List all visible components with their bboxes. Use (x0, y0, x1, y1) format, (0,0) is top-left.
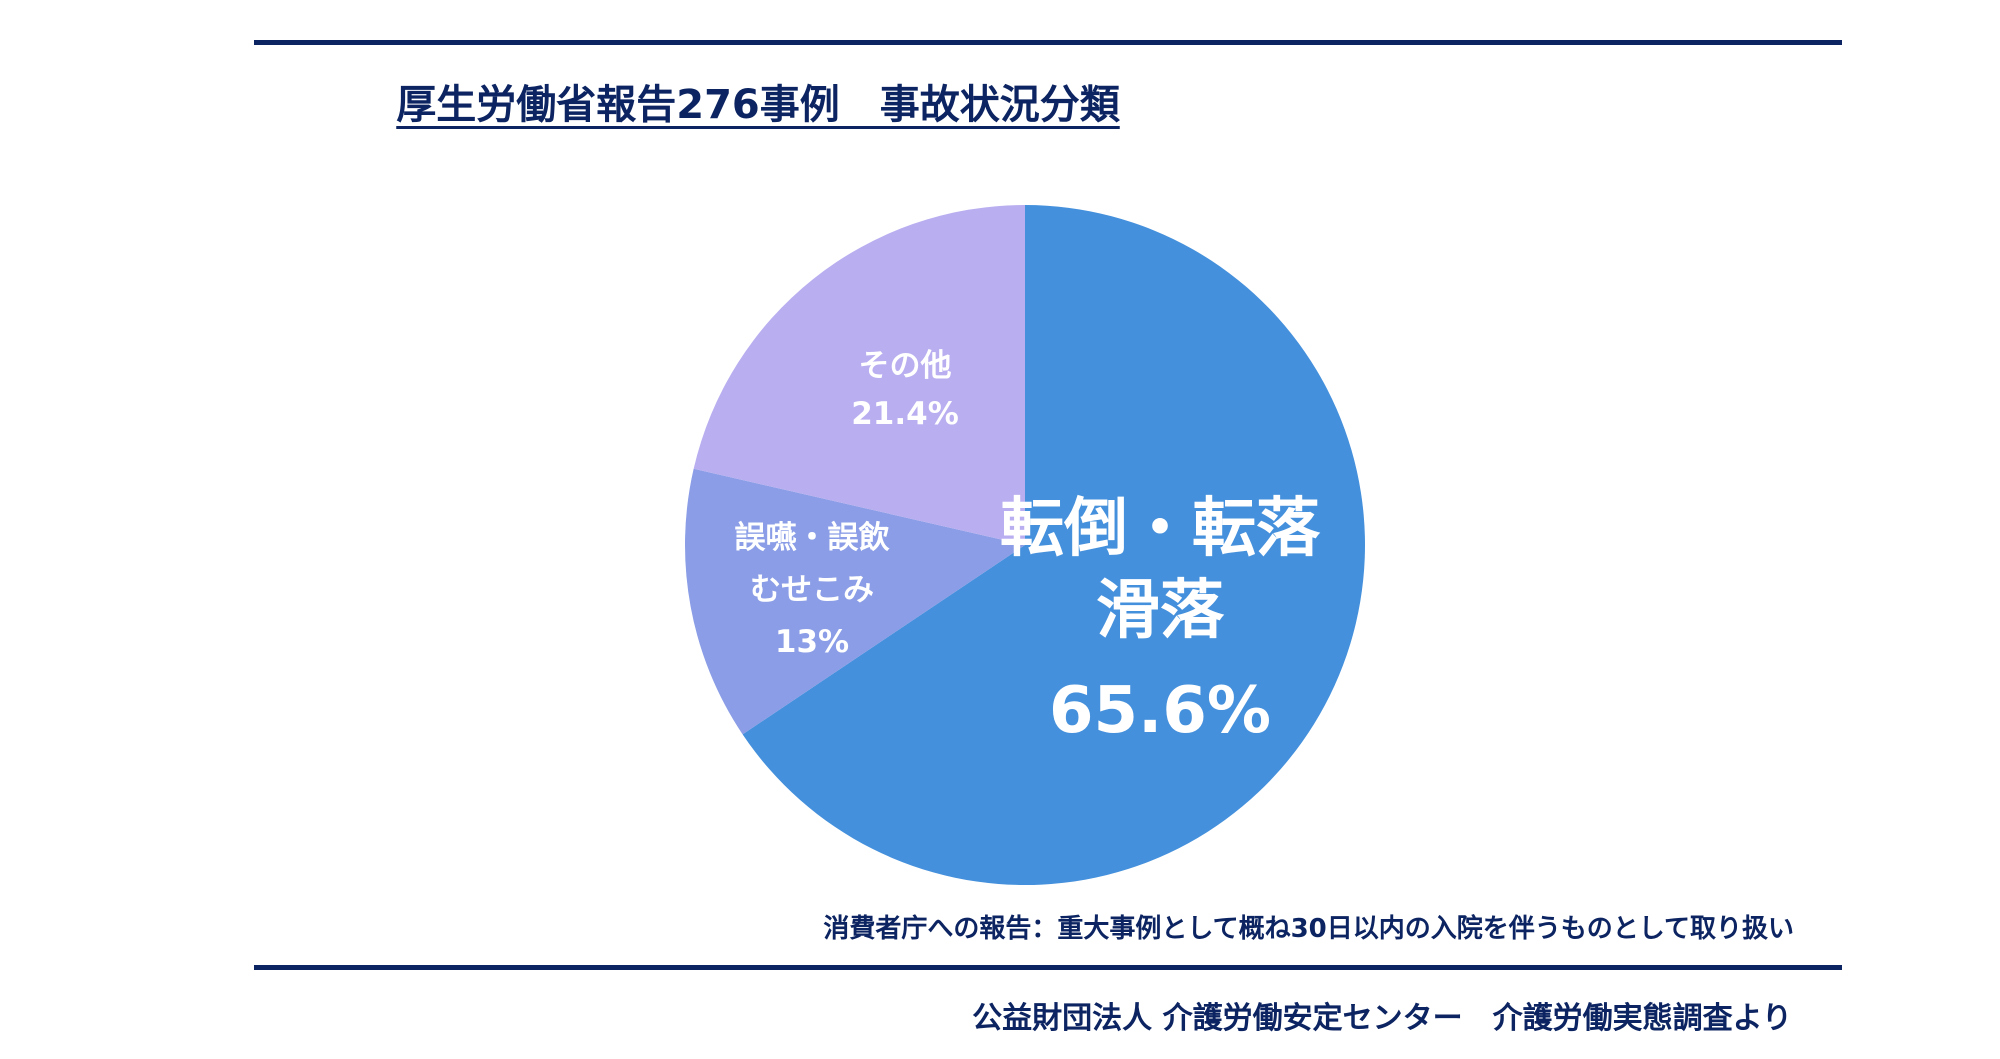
source-credit: 公益財団法人 介護労働安定センター 介護労働実態調査より (972, 1001, 1792, 1036)
slice-label-fall: 転倒・転落 滑落 65.6% (1000, 488, 1320, 752)
bottom-rule (254, 965, 1842, 970)
slice-label-swallow-line2: むせこみ (750, 572, 874, 608)
slice-label-other-line1: その他 (858, 348, 952, 384)
slice-label-fall-line1: 転倒・転落 (1000, 492, 1320, 566)
slice-value-fall: 65.6% (1048, 674, 1272, 748)
footnote: 消費者庁への報告：重大事例として概ね30日以内の入院を伴うものとして取り扱い (823, 914, 1794, 944)
pie-slice-swallow (685, 468, 1025, 735)
slice-label-swallow: 誤嚥・誤飲 むせこみ 13% (735, 515, 890, 665)
chart-title: 厚生労働省報告276事例 事故状況分類 (396, 82, 1120, 128)
slice-value-other: 21.4% (851, 396, 959, 432)
slice-label-fall-line2: 滑落 (1096, 574, 1224, 648)
pie-slice-other (693, 205, 1025, 545)
top-rule (254, 40, 1842, 45)
slice-label-other: その他 21.4% (851, 343, 959, 437)
slice-value-swallow: 13% (774, 624, 850, 660)
pie-slice-fall (742, 205, 1366, 886)
slice-label-swallow-line1: 誤嚥・誤飲 (734, 520, 890, 556)
